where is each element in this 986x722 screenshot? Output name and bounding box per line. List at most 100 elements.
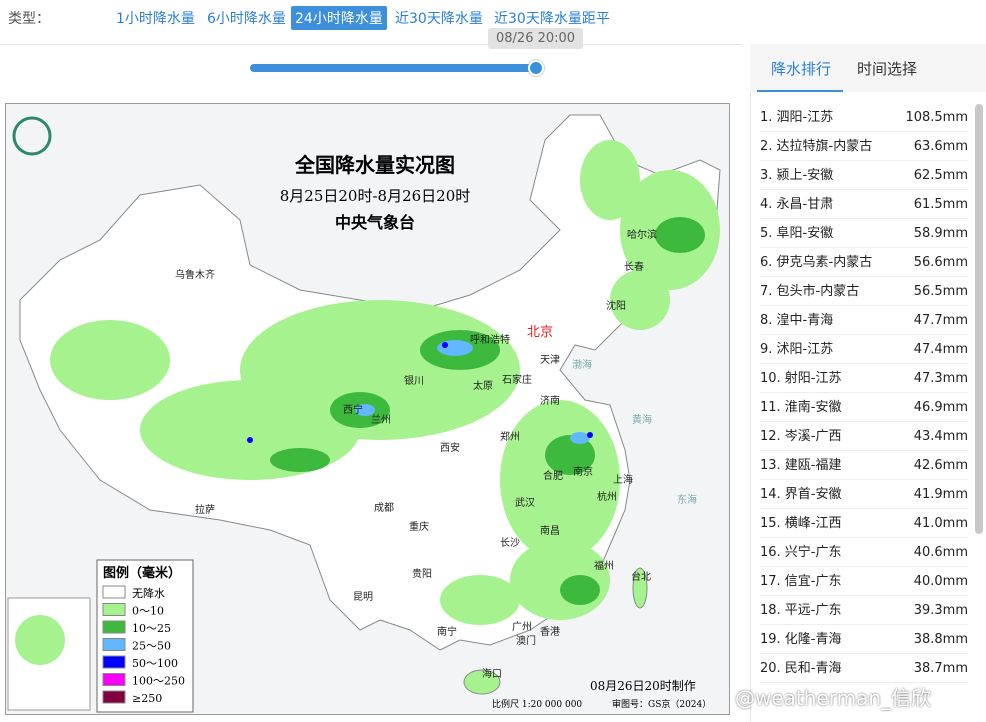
rain-10-25 — [270, 217, 705, 605]
ranking-row[interactable]: 16. 兴宁-广东 40.6mm — [760, 540, 968, 567]
rain-amount: 56.6mm — [913, 255, 968, 270]
ranking-row[interactable]: 6. 伊克乌素-内蒙古 56.6mm — [760, 250, 968, 277]
legend-swatch — [102, 620, 126, 634]
rain-amount: 41.0mm — [913, 516, 968, 531]
city-label: 西宁 — [343, 403, 363, 416]
city-label: 沈阳 — [606, 299, 626, 312]
city-label: 乌鲁木齐 — [175, 268, 215, 281]
legend-swatch — [102, 603, 126, 616]
station-name: 9. 沭阳-江苏 — [760, 342, 834, 357]
rain-amount: 43.4mm — [913, 429, 968, 444]
ranking-row[interactable]: 17. 信宜-广东 40.0mm — [760, 569, 968, 596]
rain-amount: 38.7mm — [913, 661, 968, 676]
ranking-row[interactable]: 5. 阜阳-安徽 58.9mm — [760, 221, 968, 248]
rain-amount: 56.5mm — [913, 284, 968, 299]
station-name: 7. 包头市-内蒙古 — [760, 284, 860, 299]
station-name: 4. 永昌-甘肃 — [760, 197, 834, 212]
sea-label: 渤海 — [572, 358, 592, 371]
city-label: 贵阳 — [412, 567, 432, 580]
made-time: 08月26日20时制作 — [590, 679, 696, 693]
ranking-row[interactable]: 14. 界首-安徽 41.9mm — [760, 482, 968, 509]
rain-amount: 63.6mm — [913, 139, 968, 154]
city-label: 郑州 — [500, 430, 520, 443]
city-label: 拉萨 — [195, 503, 215, 516]
hainan — [463, 669, 501, 695]
city-label: 武汉 — [515, 496, 535, 509]
legend-swatch — [102, 655, 126, 669]
city-label: 海口 — [482, 667, 502, 680]
city-label: 成都 — [374, 502, 394, 514]
slider-handle[interactable] — [528, 60, 544, 76]
legend-title: 图例（毫米） — [103, 565, 181, 581]
station-name: 11. 淮南-安徽 — [760, 400, 842, 415]
city-label: 太原 — [473, 379, 493, 392]
slider-track[interactable] — [250, 64, 536, 72]
watermark: @weatherman_信欣 — [735, 686, 932, 710]
panel-tab[interactable]: 降水排行 — [771, 60, 832, 78]
ranking-row[interactable]: 9. 沭阳-江苏 47.4mm — [760, 337, 968, 364]
rain-amount: 47.4mm — [913, 342, 968, 357]
rain-amount: 47.7mm — [913, 313, 968, 328]
type-tab[interactable]: 近30天降水量 — [395, 11, 483, 27]
ranking-row[interactable]: 19. 化隆-青海 38.8mm — [760, 627, 968, 654]
rain-amount: 46.9mm — [913, 400, 968, 415]
ranking-row[interactable]: 15. 横峰-江西 41.0mm — [760, 511, 968, 538]
city-label: 呼和浩特 — [470, 334, 510, 346]
legend-label: 无降水 — [132, 586, 165, 600]
approval-no: 审图号：GS京（2024） — [612, 698, 711, 710]
type-tab[interactable]: 1小时降水量 — [116, 11, 195, 27]
sea-label: 黄海 — [632, 413, 652, 426]
city-label: 长沙 — [500, 537, 520, 549]
rain-amount: 61.5mm — [913, 197, 968, 212]
station-name: 14. 界首-安徽 — [760, 487, 842, 502]
ranking-row[interactable]: 13. 建瓯-福建 42.6mm — [760, 453, 968, 480]
ranking-row[interactable]: 2. 达拉特旗-内蒙古 63.6mm — [760, 134, 968, 161]
side-panel — [750, 44, 986, 722]
city-label: 西安 — [440, 441, 460, 454]
city-label: 天津 — [540, 354, 560, 366]
rain-amount: 39.3mm — [913, 603, 968, 618]
ranking-row[interactable]: 3. 颍上-安徽 62.5mm — [760, 163, 968, 190]
station-name: 12. 岑溪-广西 — [760, 429, 842, 444]
legend-swatch — [102, 690, 126, 704]
city-label: 上海 — [613, 473, 633, 486]
type-label: 类型： — [8, 11, 50, 27]
ranking-row[interactable]: 12. 岑溪-广西 43.4mm — [760, 424, 968, 451]
station-name: 15. 横峰-江西 — [760, 516, 842, 531]
city-label: 银川 — [404, 374, 424, 387]
legend-label: 0～10 — [132, 605, 164, 618]
ranking-row[interactable]: 18. 平远-广东 39.3mm — [760, 598, 968, 625]
type-tab[interactable]: 24小时降水量 — [291, 6, 387, 30]
city-label: 长春 — [624, 261, 644, 273]
city-label: 兰州 — [371, 413, 391, 426]
ranking-row[interactable]: 11. 淮南-安徽 46.9mm — [760, 395, 968, 422]
city-label: 石家庄 — [502, 373, 532, 386]
station-name: 10. 射阳-江苏 — [760, 371, 842, 386]
ranking-row[interactable]: 20. 民和-青海 38.7mm — [760, 656, 968, 683]
city-label: 南京 — [573, 465, 593, 478]
ranking-row[interactable]: 7. 包头市-内蒙古 56.5mm — [760, 279, 968, 306]
legend-swatch — [102, 638, 126, 651]
type-tab[interactable]: 近30天降水量距平 — [494, 11, 610, 27]
city-label: 福州 — [594, 559, 614, 572]
ranking-row[interactable]: 1. 泗阳-江苏 108.5mm — [760, 105, 968, 132]
ranking-row[interactable]: 4. 永昌-甘肃 61.5mm — [760, 192, 968, 219]
scrollbar[interactable] — [975, 104, 983, 534]
legend-swatch — [102, 585, 126, 599]
city-label: 合肥 — [543, 469, 563, 482]
time-tooltip: 08/26 20:00 — [488, 28, 584, 49]
legend-swatch — [102, 673, 126, 686]
ranking-row[interactable]: 8. 湟中-青海 47.7mm — [760, 308, 968, 335]
panel-tab[interactable]: 时间选择 — [857, 60, 918, 78]
city-label: 北京 — [527, 325, 553, 340]
rain-amount: 58.9mm — [913, 226, 968, 241]
city-label: 澳门 — [516, 634, 536, 647]
map-period: 8月25日20时-8月26日20时 — [280, 187, 471, 205]
station-name: 5. 阜阳-安徽 — [760, 226, 834, 241]
ranking-row[interactable]: 10. 射阳-江苏 47.3mm — [760, 366, 968, 393]
city-label: 杭州 — [597, 490, 617, 503]
rain-amount: 40.6mm — [913, 545, 968, 560]
city-label: 昆明 — [353, 591, 373, 603]
type-tab[interactable]: 6小时降水量 — [207, 11, 286, 27]
